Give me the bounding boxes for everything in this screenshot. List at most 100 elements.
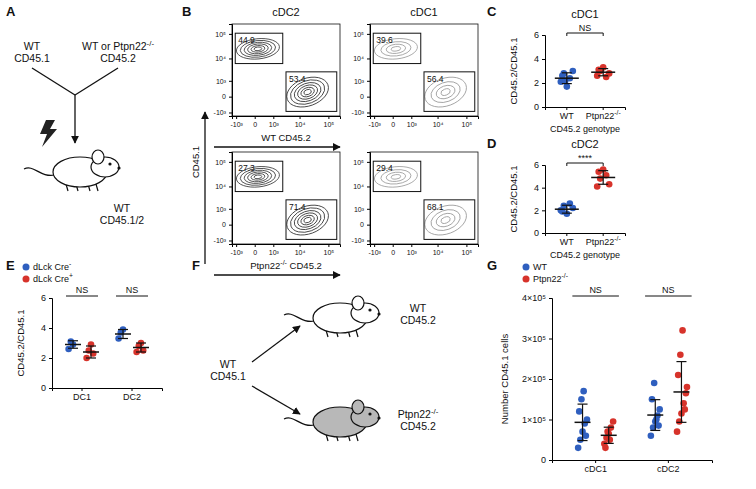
lightning bbox=[40, 120, 57, 147]
tick: 4 bbox=[534, 54, 545, 64]
axis-title: CD45.2 genotype bbox=[550, 250, 620, 260]
title: cDC1 bbox=[571, 8, 599, 20]
plot-frame bbox=[370, 152, 478, 244]
error-cap bbox=[604, 443, 614, 444]
point bbox=[674, 428, 681, 435]
error-cap bbox=[598, 170, 608, 171]
tick-label: 4 bbox=[534, 183, 539, 193]
tick-mark bbox=[367, 112, 370, 113]
data-label: 68.1 bbox=[427, 202, 444, 212]
legend-label: dLck Cre+ bbox=[33, 272, 73, 284]
tick: -10³ bbox=[368, 244, 381, 256]
flow-plot: 29.468.1-10³010³10⁴10⁵-10³010³10⁴10⁵ bbox=[352, 152, 479, 256]
contour bbox=[296, 210, 320, 230]
tick-mark bbox=[367, 225, 370, 226]
tick-label: -10³ bbox=[368, 249, 381, 256]
axis-line bbox=[367, 25, 371, 117]
tick-label: 10⁵ bbox=[215, 31, 226, 38]
tick-mark bbox=[603, 233, 604, 236]
tick: 4×10⁵ bbox=[522, 293, 552, 303]
mean-line bbox=[83, 351, 99, 353]
point bbox=[597, 175, 604, 182]
diagram: WTCD45.1WTCD45.2Ptpn22-/-CD45.2 bbox=[210, 296, 439, 441]
error-cap bbox=[598, 184, 608, 185]
axis: WT Ptpn22-/- bbox=[546, 107, 626, 121]
tick-label: 6 bbox=[41, 293, 46, 303]
error-cap bbox=[650, 430, 660, 431]
point bbox=[576, 408, 583, 415]
error-cap bbox=[562, 72, 572, 73]
axis: WTPtpn22-/- bbox=[546, 233, 626, 247]
error-cap bbox=[562, 205, 572, 206]
dot-plot: 0246WTPtpn22-/-cDC1CD45.2 genotypeCD45.2… bbox=[508, 8, 626, 134]
axis: -10³010³10⁴10⁵ bbox=[352, 153, 371, 245]
contour bbox=[421, 72, 471, 113]
tick-mark bbox=[549, 298, 552, 299]
mean-line bbox=[555, 208, 579, 210]
tick-label: 10⁴ bbox=[433, 121, 444, 128]
tick-label: 10⁵ bbox=[353, 31, 364, 38]
axis: -10³010³10⁴10⁵ bbox=[214, 25, 233, 117]
contour bbox=[254, 175, 262, 179]
bracket bbox=[567, 163, 603, 166]
axis-title: CD45.2 genotype bbox=[550, 124, 620, 134]
tick-mark bbox=[255, 244, 256, 247]
figure: WTCD45.1WT or Ptpn22-/-CD45.2WTCD45.1/2A… bbox=[0, 0, 756, 489]
tick-label: Ptpn22-/- bbox=[586, 235, 621, 247]
annotation: NS bbox=[662, 285, 675, 295]
tick-mark bbox=[411, 116, 412, 119]
tick: -10³ bbox=[230, 116, 243, 128]
axis-line bbox=[553, 461, 713, 464]
point bbox=[681, 406, 688, 413]
contour bbox=[421, 200, 471, 241]
tick-label: 10⁵ bbox=[324, 249, 335, 256]
tick: 10³ bbox=[354, 78, 370, 85]
tick-label: 0 bbox=[41, 383, 46, 393]
tick-mark bbox=[411, 244, 412, 247]
contour bbox=[440, 216, 451, 225]
title: cDC2 bbox=[272, 6, 300, 18]
tick-mark bbox=[542, 83, 545, 84]
tick: 3×10⁵ bbox=[522, 334, 552, 344]
tick-label: 0 bbox=[222, 93, 226, 100]
node-label: CD45.2 bbox=[400, 420, 436, 432]
tick: 0 bbox=[534, 228, 545, 238]
mouse-eye bbox=[368, 308, 371, 311]
tick: 0 bbox=[391, 244, 395, 256]
contour bbox=[391, 174, 401, 179]
tick: Ptpn22-/- bbox=[586, 233, 621, 247]
panel-letter: D bbox=[487, 136, 496, 151]
tick: 6 bbox=[534, 30, 545, 40]
tick-mark bbox=[393, 116, 394, 119]
tick-label: Ptpn22-/- bbox=[586, 109, 621, 121]
node-label: WT or Ptpn22-/- bbox=[82, 39, 154, 52]
point bbox=[648, 432, 655, 439]
tick: -10³ bbox=[214, 237, 232, 244]
mean-line bbox=[591, 71, 615, 73]
tick: 2 bbox=[534, 78, 545, 88]
axis: -10³010³10⁴10⁵ bbox=[368, 116, 478, 128]
contour bbox=[251, 173, 265, 181]
tick: 0 bbox=[391, 116, 395, 128]
tick-label: 3×10⁵ bbox=[522, 334, 546, 344]
point bbox=[604, 428, 611, 435]
contour bbox=[434, 211, 457, 229]
tick-mark bbox=[374, 116, 375, 119]
tick-mark bbox=[229, 240, 232, 241]
tick-label: cDC2 bbox=[657, 464, 680, 474]
tick: 10³ bbox=[407, 116, 418, 128]
tick-label: -10³ bbox=[352, 237, 365, 244]
tick: 2 bbox=[534, 206, 545, 216]
tick-label: 10⁴ bbox=[295, 121, 306, 128]
arrow bbox=[214, 146, 340, 147]
error-cap bbox=[676, 422, 686, 423]
contour bbox=[283, 200, 333, 241]
mean-line bbox=[591, 177, 615, 179]
tick: 10³ bbox=[269, 244, 280, 256]
tick-label: -10³ bbox=[214, 109, 227, 116]
tick-label: WT bbox=[560, 111, 574, 121]
contour bbox=[300, 86, 316, 99]
tick-mark bbox=[229, 34, 232, 35]
group bbox=[575, 388, 591, 451]
error-cap bbox=[578, 404, 588, 405]
